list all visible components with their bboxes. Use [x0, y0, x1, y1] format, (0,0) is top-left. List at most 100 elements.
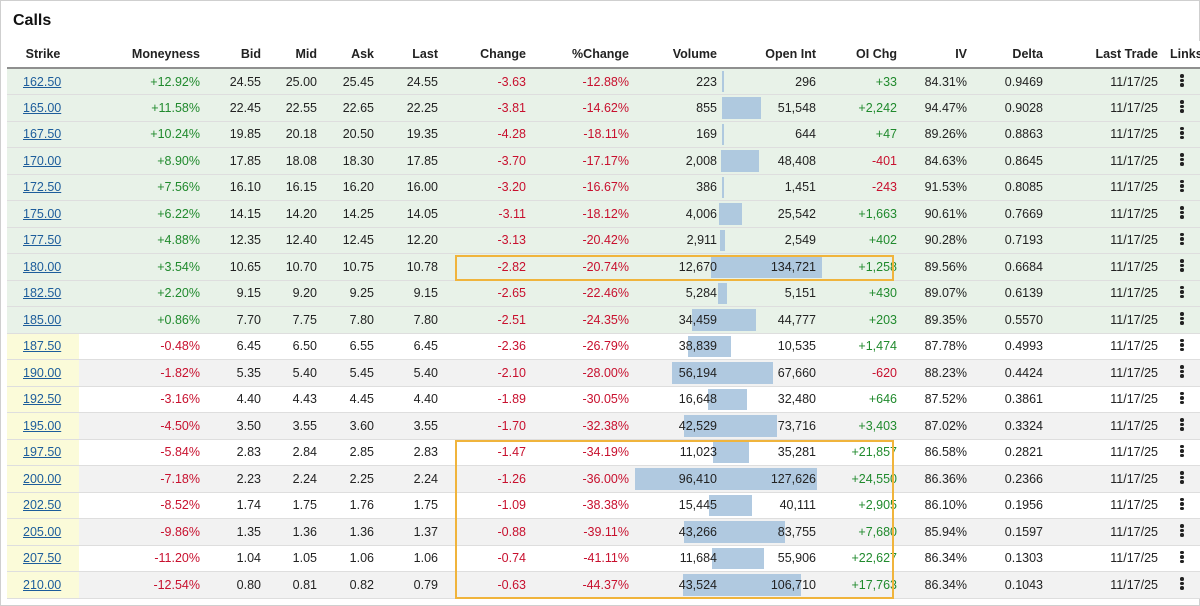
table-row[interactable]: 167.50 +10.24% 19.85 20.18 20.50 19.35 -4.28 -1…	[7, 121, 1200, 148]
col-header-ask[interactable]: Ask	[323, 41, 380, 69]
col-header-last-trade[interactable]: Last Trade	[1049, 41, 1164, 69]
cell-pct-change: -38.38%	[532, 492, 635, 519]
strike-link[interactable]: 167.50	[23, 127, 62, 142]
col-header-delta[interactable]: Delta	[973, 41, 1049, 69]
vertical-ellipsis-icon[interactable]	[1177, 99, 1187, 113]
cell-last-trade: 11/17/25	[1049, 412, 1164, 440]
strike-link[interactable]: 197.50	[23, 445, 62, 460]
col-header-open-int[interactable]: Open Int	[723, 41, 822, 69]
strike-link[interactable]: 177.50	[23, 233, 62, 248]
vertical-ellipsis-icon[interactable]	[1177, 285, 1187, 299]
vertical-ellipsis-icon[interactable]	[1177, 126, 1187, 140]
col-header-moneyness[interactable]: Moneyness	[79, 41, 206, 69]
strike-link[interactable]: 180.00	[23, 259, 62, 274]
cell-mid: 10.70	[267, 253, 323, 281]
table-row[interactable]: 210.00 -12.54% 0.80 0.81 0.82 0.79 -0.63 -44.37…	[7, 571, 1200, 599]
cell-open-int: 5,151	[723, 280, 822, 307]
vertical-ellipsis-icon[interactable]	[1177, 444, 1187, 458]
cell-delta: 0.6684	[973, 253, 1049, 281]
vertical-ellipsis-icon[interactable]	[1177, 179, 1187, 193]
strike-link[interactable]: 182.50	[23, 286, 62, 301]
table-row[interactable]: 205.00 -9.86% 1.35 1.36 1.36 1.37 -0.88 -39.11%…	[7, 518, 1200, 546]
vertical-ellipsis-icon[interactable]	[1177, 550, 1187, 564]
strike-link[interactable]: 175.00	[23, 206, 62, 221]
col-header-oi-chg[interactable]: OI Chg	[822, 41, 903, 69]
table-row[interactable]: 162.50 +12.92% 24.55 25.00 25.45 24.55 -3.63 -1…	[7, 68, 1200, 95]
table-row[interactable]: 200.00 -7.18% 2.23 2.24 2.25 2.24 -1.26 -36.00%…	[7, 465, 1200, 493]
vertical-ellipsis-icon[interactable]	[1177, 311, 1187, 325]
vertical-ellipsis-icon[interactable]	[1177, 470, 1187, 484]
strike-link[interactable]: 205.00	[23, 524, 62, 539]
strike-link[interactable]: 200.00	[23, 471, 62, 486]
col-header-last[interactable]: Last	[380, 41, 444, 69]
table-row[interactable]: 202.50 -8.52% 1.74 1.75 1.76 1.75 -1.09 -38.38%…	[7, 492, 1200, 519]
cell-last: 0.79	[380, 571, 444, 599]
strike-link[interactable]: 187.50	[23, 339, 62, 354]
vertical-ellipsis-icon[interactable]	[1177, 232, 1187, 246]
table-row[interactable]: 180.00 +3.54% 10.65 10.70 10.75 10.78 -2.82 -20…	[7, 253, 1200, 281]
cell-last-trade: 11/17/25	[1049, 174, 1164, 201]
cell-delta: 0.3324	[973, 412, 1049, 440]
strike-link[interactable]: 185.00	[23, 312, 62, 327]
table-row[interactable]: 182.50 +2.20% 9.15 9.20 9.25 9.15 -2.65 -22.46%…	[7, 280, 1200, 307]
volume-value: 386	[696, 180, 717, 195]
cell-pct-change: -17.17%	[532, 147, 635, 175]
strike-link[interactable]: 202.50	[23, 498, 62, 513]
cell-iv: 86.34%	[903, 545, 973, 572]
col-header-iv[interactable]: IV	[903, 41, 973, 69]
cell-last: 3.55	[380, 412, 444, 440]
cell-delta: 0.1303	[973, 545, 1049, 572]
table-row[interactable]: 207.50 -11.20% 1.04 1.05 1.06 1.06 -0.74 -41.11…	[7, 545, 1200, 572]
strike-link[interactable]: 172.50	[23, 180, 62, 195]
open-int-value: 25,542	[777, 206, 816, 221]
strike-link[interactable]: 170.00	[23, 153, 62, 168]
cell-pct-change: -36.00%	[532, 465, 635, 493]
vertical-ellipsis-icon[interactable]	[1177, 152, 1187, 166]
vertical-ellipsis-icon[interactable]	[1177, 258, 1187, 272]
table-row[interactable]: 192.50 -3.16% 4.40 4.43 4.45 4.40 -1.89 -30.05%…	[7, 386, 1200, 413]
col-header-pct-change[interactable]: %Change	[532, 41, 635, 69]
table-row[interactable]: 195.00 -4.50% 3.50 3.55 3.60 3.55 -1.70 -32.38%…	[7, 412, 1200, 440]
strike-link[interactable]: 192.50	[23, 392, 62, 407]
col-header-mid[interactable]: Mid	[267, 41, 323, 69]
cell-volume: 96,410	[635, 465, 723, 493]
vertical-ellipsis-icon[interactable]	[1177, 523, 1187, 537]
strike-link[interactable]: 207.50	[23, 551, 62, 566]
vertical-ellipsis-icon[interactable]	[1177, 391, 1187, 405]
table-row[interactable]: 197.50 -5.84% 2.83 2.84 2.85 2.83 -1.47 -34.19%…	[7, 439, 1200, 466]
cell-delta: 0.8645	[973, 147, 1049, 175]
table-row[interactable]: 172.50 +7.56% 16.10 16.15 16.20 16.00 -3.20 -16…	[7, 174, 1200, 201]
open-int-value: 296	[795, 74, 816, 89]
cell-ask: 10.75	[323, 253, 380, 281]
open-int-value: 10,535	[777, 339, 816, 354]
strike-link[interactable]: 210.00	[23, 577, 62, 592]
strike-link[interactable]: 190.00	[23, 365, 62, 380]
strike-link[interactable]: 195.00	[23, 418, 62, 433]
vertical-ellipsis-icon[interactable]	[1177, 364, 1187, 378]
vertical-ellipsis-icon[interactable]	[1177, 417, 1187, 431]
vertical-ellipsis-icon[interactable]	[1177, 73, 1187, 87]
table-row[interactable]: 175.00 +6.22% 14.15 14.20 14.25 14.05 -3.11 -18…	[7, 200, 1200, 228]
vertical-ellipsis-icon[interactable]	[1177, 338, 1187, 352]
col-header-change[interactable]: Change	[444, 41, 532, 69]
cell-bid: 12.35	[206, 227, 267, 254]
col-header-bid[interactable]: Bid	[206, 41, 267, 69]
vertical-ellipsis-icon[interactable]	[1177, 205, 1187, 219]
table-row[interactable]: 177.50 +4.88% 12.35 12.40 12.45 12.20 -3.13 -20…	[7, 227, 1200, 254]
strike-link[interactable]: 162.50	[23, 74, 62, 89]
volume-bar	[709, 494, 723, 516]
table-row[interactable]: 187.50 -0.48% 6.45 6.50 6.55 6.45 -2.36 -26.79%…	[7, 333, 1200, 360]
cell-pct-change: -41.11%	[532, 545, 635, 572]
table-row[interactable]: 165.00 +11.58% 22.45 22.55 22.65 22.25 -3.81 -1…	[7, 94, 1200, 122]
cell-ask: 14.25	[323, 200, 380, 228]
vertical-ellipsis-icon[interactable]	[1177, 576, 1187, 590]
cell-mid: 14.20	[267, 200, 323, 228]
vertical-ellipsis-icon[interactable]	[1177, 497, 1187, 511]
cell-oi-chg: +2,242	[822, 94, 903, 122]
table-row[interactable]: 170.00 +8.90% 17.85 18.08 18.30 17.85 -3.70 -17…	[7, 147, 1200, 175]
strike-link[interactable]: 165.00	[23, 100, 62, 115]
col-header-volume[interactable]: Volume	[635, 41, 723, 69]
col-header-strike[interactable]: Strike	[7, 41, 79, 69]
table-row[interactable]: 190.00 -1.82% 5.35 5.40 5.45 5.40 -2.10 -28.00%…	[7, 359, 1200, 387]
table-row[interactable]: 185.00 +0.86% 7.70 7.75 7.80 7.80 -2.51 -24.35%…	[7, 306, 1200, 334]
